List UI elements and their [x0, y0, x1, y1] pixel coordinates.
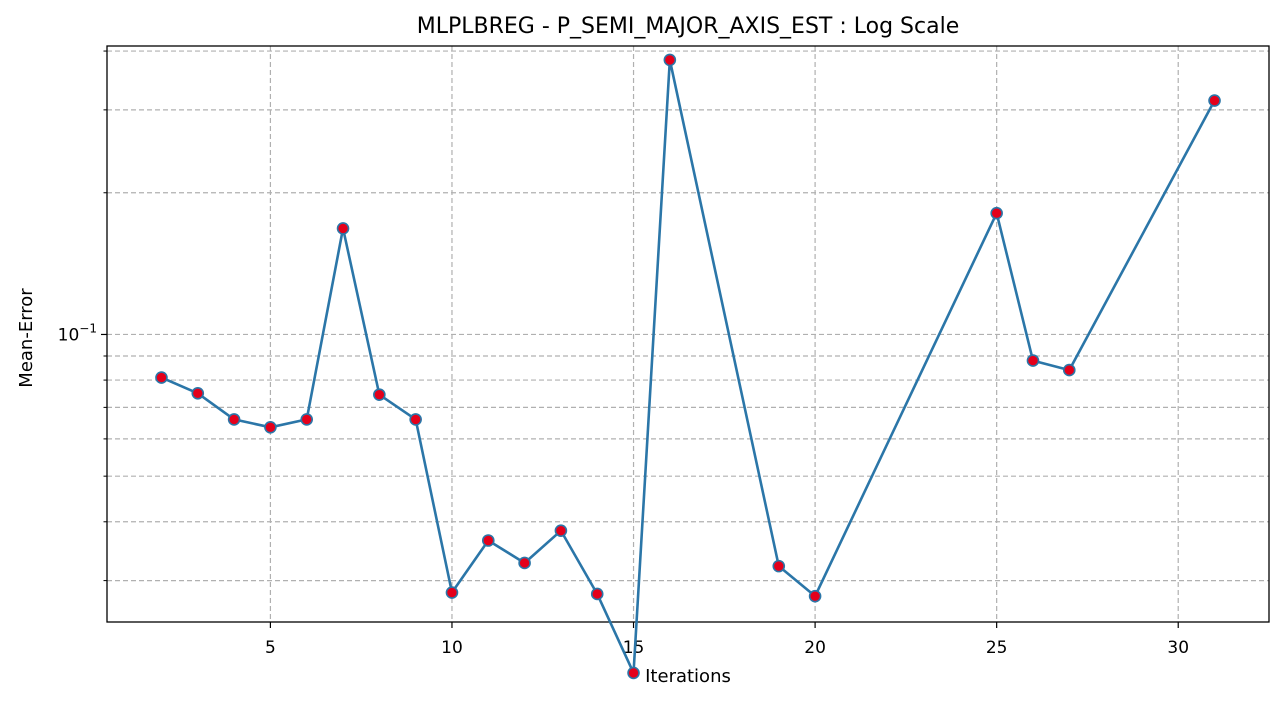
- y-tick-label: 10−1: [58, 321, 97, 345]
- data-point: [264, 421, 277, 434]
- chart-title: MLPLBREG - P_SEMI_MAJOR_AXIS_EST : Log S…: [417, 14, 960, 39]
- data-point: [481, 534, 495, 547]
- data-point: [1026, 354, 1040, 367]
- data-points: [155, 53, 1221, 680]
- x-tick-label: 20: [804, 638, 826, 658]
- data-point: [990, 206, 1003, 220]
- data-point: [191, 386, 205, 400]
- x-tick-label: 25: [986, 638, 1008, 658]
- y-axis-ticks: 10−1: [58, 50, 107, 582]
- data-point: [227, 413, 241, 426]
- data-point: [772, 559, 786, 573]
- data-point: [155, 371, 168, 384]
- data-point: [518, 556, 531, 570]
- data-point: [300, 413, 314, 426]
- data-point: [590, 587, 604, 601]
- x-tick-label: 10: [441, 638, 463, 658]
- data-point: [554, 524, 568, 537]
- x-tick-label: 30: [1167, 638, 1189, 658]
- y-axis-label: Mean-Error: [16, 288, 37, 388]
- x-tick-label: 5: [265, 638, 276, 658]
- data-point: [445, 586, 459, 599]
- grid-lines: [107, 46, 1269, 622]
- data-point: [808, 589, 822, 603]
- data-point: [1208, 94, 1221, 107]
- data-point: [373, 388, 386, 401]
- data-point: [336, 222, 350, 235]
- x-axis-label: Iterations: [645, 666, 731, 687]
- data-point: [1062, 363, 1076, 377]
- data-point: [409, 413, 422, 426]
- data-point: [663, 53, 677, 67]
- x-tick-label: 15: [623, 638, 645, 658]
- x-axis-ticks: 5 10 15 20 25 30: [265, 622, 1189, 658]
- data-point: [627, 666, 640, 680]
